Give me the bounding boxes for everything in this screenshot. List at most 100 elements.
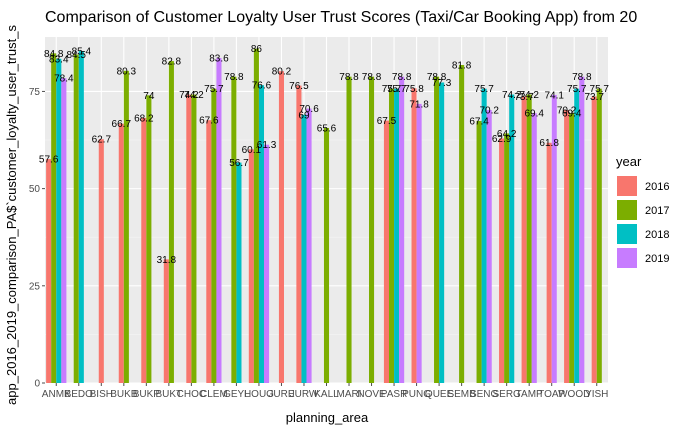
bar bbox=[301, 114, 307, 383]
x-tick-label: JURE bbox=[268, 389, 294, 400]
bar bbox=[399, 76, 405, 383]
bar bbox=[346, 76, 352, 383]
x-tick-label: SERG bbox=[492, 389, 521, 400]
bar bbox=[531, 113, 537, 383]
data-label: 75.7 bbox=[474, 84, 494, 95]
data-label: 84.8 bbox=[44, 49, 64, 60]
data-label: 78.8 bbox=[339, 72, 359, 83]
bar bbox=[296, 85, 302, 383]
data-label: 75.7 bbox=[382, 84, 402, 95]
legend-key bbox=[617, 200, 637, 220]
bar bbox=[579, 76, 585, 383]
bar bbox=[439, 82, 445, 384]
bar bbox=[526, 94, 532, 383]
data-label: 83.4 bbox=[49, 54, 69, 65]
data-label: 85.4 bbox=[72, 46, 92, 57]
x-axis: ANMKBEDOBISHBUKBBUKPBUKTCHOCCLEMGEYLHOUG… bbox=[42, 383, 608, 400]
data-label: 78.8 bbox=[362, 72, 382, 83]
y-axis-title: app_2016_2019_comparison_PA$`customer_lo… bbox=[4, 25, 19, 405]
x-tick-label: GEYL bbox=[223, 389, 250, 400]
bar bbox=[369, 76, 375, 383]
legend-key bbox=[617, 176, 637, 196]
x-tick-label: SENG bbox=[470, 389, 499, 400]
x-tick-label: NOVE bbox=[357, 389, 386, 400]
bar bbox=[476, 120, 482, 384]
bar bbox=[163, 259, 169, 383]
data-label: 62.7 bbox=[92, 135, 112, 146]
bar bbox=[168, 61, 174, 384]
data-label: 68.2 bbox=[134, 113, 154, 124]
bar bbox=[191, 94, 197, 383]
data-label: 75.8 bbox=[404, 84, 424, 95]
data-label: 74.2 bbox=[179, 90, 199, 101]
data-label: 69.4 bbox=[562, 109, 582, 120]
x-tick-label: JURW bbox=[290, 389, 319, 400]
bar bbox=[383, 120, 389, 384]
bar bbox=[388, 88, 395, 383]
bar bbox=[486, 110, 492, 383]
data-label: 69 bbox=[298, 110, 310, 121]
x-tick-label: BUKP bbox=[133, 389, 161, 400]
x-tick-label: TOAP bbox=[538, 389, 565, 400]
data-label: 67.4 bbox=[469, 116, 489, 127]
bar bbox=[248, 149, 254, 383]
bar bbox=[509, 94, 515, 383]
data-label: 78.8 bbox=[392, 72, 412, 83]
bar bbox=[569, 113, 575, 383]
bar bbox=[236, 162, 242, 383]
bar bbox=[78, 50, 84, 383]
x-tick-label: PASR bbox=[381, 389, 408, 400]
data-label: 70.2 bbox=[557, 106, 577, 117]
bars bbox=[46, 48, 602, 384]
y-tick-label: 25 bbox=[29, 281, 41, 292]
data-label: 76.5 bbox=[289, 81, 309, 92]
data-label: 78.8 bbox=[572, 72, 592, 83]
legend-label: 2018 bbox=[645, 229, 669, 241]
bar bbox=[73, 54, 79, 383]
bar bbox=[278, 71, 284, 383]
data-label: 76.6 bbox=[252, 81, 272, 92]
x-tick-label: ANMK bbox=[42, 389, 71, 400]
bar bbox=[546, 142, 552, 383]
bar bbox=[551, 94, 557, 383]
bar bbox=[51, 53, 57, 383]
data-label: 73.7 bbox=[584, 92, 604, 103]
data-label: 86 bbox=[251, 44, 263, 55]
data-label: 77.3 bbox=[432, 78, 452, 89]
bar bbox=[306, 108, 312, 383]
data-label: 57.6 bbox=[39, 155, 59, 166]
bar bbox=[434, 76, 440, 383]
legend-key bbox=[617, 224, 637, 244]
bar bbox=[504, 133, 510, 383]
bar bbox=[411, 88, 417, 383]
bar bbox=[416, 103, 422, 383]
data-label: 81.8 bbox=[452, 60, 472, 71]
data-label: 67.6 bbox=[199, 116, 219, 127]
y-tick-label: 75 bbox=[29, 87, 41, 98]
data-label: 75.7 bbox=[387, 84, 407, 95]
bar bbox=[123, 70, 129, 383]
data-label: 80.3 bbox=[117, 66, 137, 77]
legend-label: 2017 bbox=[645, 205, 669, 217]
data-label: 78.4 bbox=[54, 74, 74, 85]
bar bbox=[206, 120, 212, 384]
data-label: 31.8 bbox=[157, 255, 177, 266]
bar bbox=[264, 144, 270, 383]
data-label: 73.7 bbox=[514, 92, 534, 103]
x-tick-label: KALL bbox=[314, 389, 339, 400]
data-label: 74.1 bbox=[544, 90, 564, 101]
x-tick-label: BISH bbox=[90, 389, 113, 400]
bar bbox=[98, 139, 104, 383]
bar bbox=[258, 85, 265, 384]
data-label: 75.7 bbox=[204, 84, 224, 95]
data-label: 78.8 bbox=[427, 72, 447, 83]
x-tick-label: YISH bbox=[585, 389, 608, 400]
x-tick-label: WOOD bbox=[558, 389, 590, 400]
x-tick-label: PUNG bbox=[402, 389, 431, 400]
chart-title: Comparison of Customer Loyalty User Trus… bbox=[45, 9, 637, 26]
x-tick-label: CLEM bbox=[200, 389, 228, 400]
y-axis: 0 25 50 75 bbox=[29, 87, 45, 390]
data-label: 69.4 bbox=[525, 109, 545, 120]
data-label: 66.7 bbox=[112, 119, 132, 130]
